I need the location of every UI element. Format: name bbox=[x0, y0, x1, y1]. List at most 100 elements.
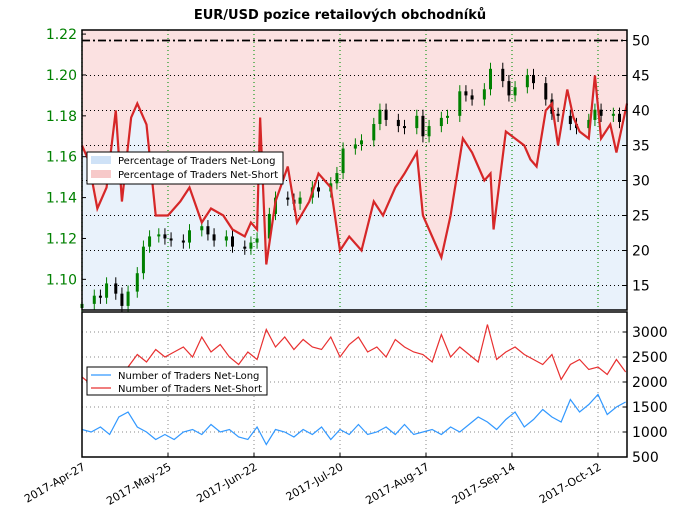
candle bbox=[446, 115, 449, 118]
candle bbox=[105, 283, 109, 298]
candle bbox=[141, 246, 145, 274]
legend-box bbox=[86, 366, 268, 396]
candle bbox=[396, 119, 400, 127]
left-tick-label: 1.14 bbox=[46, 191, 77, 207]
left-tick-label: 1.20 bbox=[46, 68, 77, 84]
candle bbox=[341, 148, 345, 174]
right-tick-label: 45 bbox=[632, 69, 650, 85]
candle bbox=[378, 109, 382, 125]
candle bbox=[384, 109, 388, 120]
top-plot-frame bbox=[81, 29, 628, 311]
candle bbox=[212, 234, 216, 241]
bottom-plot-frame bbox=[81, 311, 628, 458]
candle bbox=[224, 236, 228, 241]
candle bbox=[188, 230, 191, 243]
candle bbox=[618, 113, 621, 122]
x-tick-label: 2017-May-25 bbox=[104, 460, 173, 508]
right-tick-label: 2500 bbox=[632, 350, 668, 366]
right-tick-label: 30 bbox=[632, 174, 650, 190]
legend-swatch bbox=[91, 170, 111, 178]
chart-title: EUR/USD pozice retailových obchodníků bbox=[194, 8, 486, 23]
candle bbox=[532, 74, 535, 84]
candle bbox=[92, 295, 96, 304]
candle bbox=[249, 242, 253, 249]
candle bbox=[458, 91, 462, 116]
x-tick-label: 2017-Sep-14 bbox=[450, 460, 518, 507]
candle bbox=[135, 273, 139, 292]
candle bbox=[587, 119, 591, 129]
candle bbox=[286, 197, 290, 200]
x-tick-label: 2017-Jul-20 bbox=[284, 460, 346, 503]
legend-label: Number of Traders Net-Short bbox=[118, 384, 262, 395]
bottom-legend: Number of Traders Net-Long Number of Trad… bbox=[86, 366, 268, 396]
candle bbox=[525, 74, 529, 88]
net-short-area bbox=[82, 40, 627, 265]
candle bbox=[568, 115, 572, 125]
candle bbox=[231, 236, 234, 247]
legend-box bbox=[86, 151, 284, 185]
left-tick-label: 1.10 bbox=[46, 272, 77, 288]
candle bbox=[464, 91, 468, 96]
candle bbox=[317, 187, 320, 192]
candle bbox=[126, 291, 130, 306]
candle bbox=[415, 115, 419, 129]
candle bbox=[181, 240, 185, 243]
candle bbox=[482, 89, 486, 100]
candle bbox=[206, 226, 210, 235]
candle bbox=[157, 234, 161, 237]
candle bbox=[98, 295, 102, 298]
candle bbox=[556, 113, 560, 116]
candle bbox=[267, 213, 271, 239]
series-line-net-long bbox=[81, 393, 626, 446]
right-tick-label: 1000 bbox=[632, 425, 668, 441]
candle bbox=[114, 283, 118, 294]
candle bbox=[427, 126, 431, 137]
left-tick-label: 1.22 bbox=[46, 27, 77, 43]
candle bbox=[335, 173, 339, 184]
right-tick-label: 2000 bbox=[632, 375, 668, 391]
candle bbox=[169, 238, 173, 241]
net-short-area-top bbox=[82, 30, 627, 41]
candle bbox=[120, 293, 124, 306]
net-long-area bbox=[82, 75, 627, 310]
right-tick-label: 20 bbox=[632, 244, 650, 260]
candle bbox=[353, 144, 357, 149]
right-tick-label: 500 bbox=[632, 450, 659, 466]
candle bbox=[611, 113, 615, 116]
legend-label: Percentage of Traders Net-Short bbox=[118, 170, 278, 181]
candle bbox=[439, 117, 443, 127]
candle bbox=[489, 68, 492, 90]
candle bbox=[298, 197, 302, 204]
top-legend: Percentage of Traders Net-Long Percentage… bbox=[86, 151, 284, 185]
x-tick-label: 2017-Oct-12 bbox=[537, 460, 603, 506]
net-short-pct-line bbox=[80, 75, 629, 265]
right-tick-label: 40 bbox=[632, 104, 650, 120]
candle bbox=[360, 140, 363, 145]
left-tick-label: 1.16 bbox=[46, 150, 77, 166]
left-tick-label: 1.12 bbox=[46, 231, 77, 247]
right-tick-label: 35 bbox=[632, 139, 650, 155]
candle bbox=[255, 238, 259, 243]
left-tick-label: 1.18 bbox=[46, 109, 77, 125]
candle bbox=[403, 126, 406, 129]
candle bbox=[148, 236, 152, 247]
candle bbox=[599, 109, 603, 116]
right-tick-label: 50 bbox=[632, 34, 650, 50]
right-tick-label: 3000 bbox=[632, 325, 668, 341]
legend-swatch bbox=[91, 156, 111, 164]
x-tick-label: 2017-Aug-17 bbox=[363, 460, 431, 507]
candle bbox=[470, 95, 474, 100]
legend-label: Number of Traders Net-Long bbox=[118, 371, 259, 382]
legend-label: Percentage of Traders Net-Long bbox=[118, 156, 276, 167]
series-line-net-short bbox=[81, 324, 627, 386]
candle bbox=[163, 234, 167, 239]
candle bbox=[507, 81, 511, 96]
candle bbox=[513, 87, 517, 96]
candle bbox=[593, 109, 597, 120]
candle bbox=[243, 246, 247, 249]
right-tick-label: 15 bbox=[632, 279, 650, 295]
candle bbox=[421, 115, 425, 137]
right-tick-label: 1500 bbox=[632, 400, 668, 416]
x-tick-label: 2017-Jun-22 bbox=[194, 460, 259, 505]
candle bbox=[501, 68, 505, 82]
